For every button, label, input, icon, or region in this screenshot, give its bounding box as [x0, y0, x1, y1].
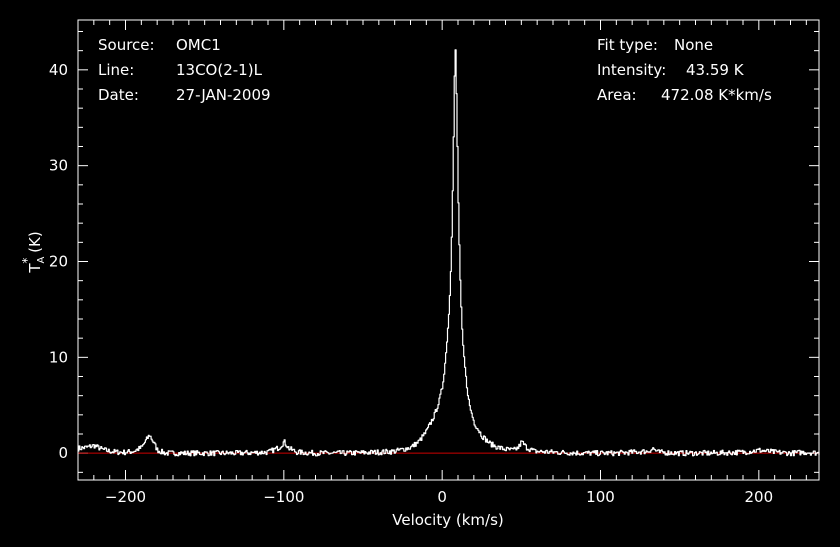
intensity-label: Intensity: — [597, 61, 666, 79]
plot-frame — [77, 19, 820, 481]
y-tick-label: 40 — [49, 61, 68, 79]
source-label: Source: — [98, 36, 155, 54]
y-tick-label: 10 — [49, 348, 68, 366]
x-tick-label: −200 — [105, 488, 146, 506]
y-axis-title-subscript: A — [36, 256, 47, 263]
x-axis-title: Velocity (km/s) — [392, 511, 503, 529]
fit-type-value: None — [674, 36, 713, 54]
axis-tick-labels: −200 −100 0 100 200 0 10 20 30 40 — [49, 61, 773, 506]
source-value: OMC1 — [176, 36, 221, 54]
x-tick-label: 200 — [745, 488, 774, 506]
y-axis-title-symbol: T — [26, 263, 44, 274]
line-value: 13CO(2-1)L — [176, 61, 263, 79]
y-tick-label: 30 — [49, 157, 68, 175]
spectrum-line — [78, 49, 820, 457]
y-axis-title: TA* (K) — [20, 231, 47, 273]
fit-type-label: Fit type: — [597, 36, 658, 54]
area-value: 472.08 K*km/s — [661, 86, 772, 104]
y-tick-label: 0 — [58, 444, 68, 462]
x-tick-label: 0 — [437, 488, 447, 506]
x-tick-label: 100 — [586, 488, 615, 506]
date-label: Date: — [98, 86, 139, 104]
svg-text:TA* (K): TA* (K) — [20, 231, 47, 273]
y-axis-title-superscript: * — [20, 258, 34, 264]
y-tick-label: 20 — [49, 253, 68, 271]
y-axis-title-unit: (K) — [26, 231, 44, 257]
date-value: 27-JAN-2009 — [176, 86, 271, 104]
area-label: Area: — [597, 86, 637, 104]
line-label: Line: — [98, 61, 134, 79]
x-tick-label: −100 — [263, 488, 304, 506]
intensity-value: 43.59 K — [686, 61, 745, 79]
